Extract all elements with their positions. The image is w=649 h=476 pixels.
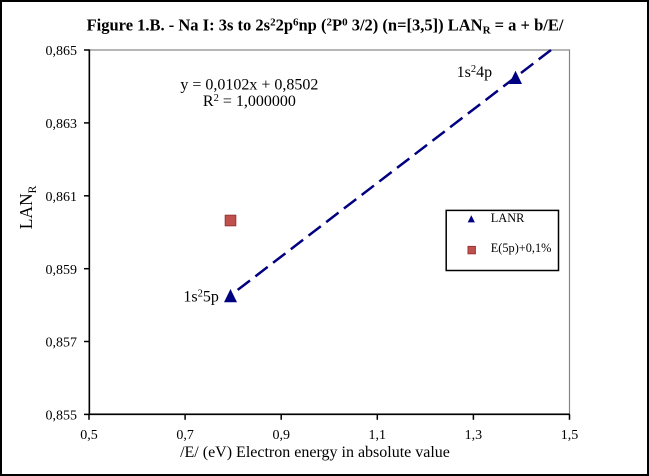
svg-text:0,9: 0,9 bbox=[272, 428, 290, 443]
svg-text:0,855: 0,855 bbox=[46, 409, 78, 424]
svg-text:0,859: 0,859 bbox=[46, 263, 78, 278]
svg-text:LANR: LANR bbox=[16, 185, 39, 229]
svg-text:y = 0,0102x + 0,8502: y = 0,0102x + 0,8502 bbox=[180, 77, 318, 94]
svg-text:0,857: 0,857 bbox=[46, 336, 78, 351]
svg-text:0,5: 0,5 bbox=[80, 428, 98, 443]
svg-text:1s24p: 1s24p bbox=[457, 64, 492, 81]
svg-text:0,863: 0,863 bbox=[46, 117, 78, 132]
svg-text:1s25p: 1s25p bbox=[183, 289, 218, 306]
svg-text:1,1: 1,1 bbox=[369, 428, 387, 443]
svg-text:1,5: 1,5 bbox=[561, 428, 579, 443]
svg-text:0,865: 0,865 bbox=[46, 44, 78, 59]
svg-text:/E/ (eV) Electron energy in ab: /E/ (eV) Electron energy in absolute val… bbox=[180, 444, 450, 461]
svg-text:1,3: 1,3 bbox=[465, 428, 483, 443]
svg-text:Figure 1.B. - Na I: 3s to 2s22: Figure 1.B. - Na I: 3s to 2s22p6np (2P0 … bbox=[87, 16, 564, 37]
svg-text:R2 = 1,000000: R2 = 1,000000 bbox=[203, 93, 296, 110]
svg-text:0,861: 0,861 bbox=[46, 190, 78, 205]
svg-text:0,7: 0,7 bbox=[176, 428, 194, 443]
svg-text:E(5p)+0,1%: E(5p)+0,1% bbox=[491, 241, 552, 255]
svg-text:LANR: LANR bbox=[491, 211, 525, 225]
